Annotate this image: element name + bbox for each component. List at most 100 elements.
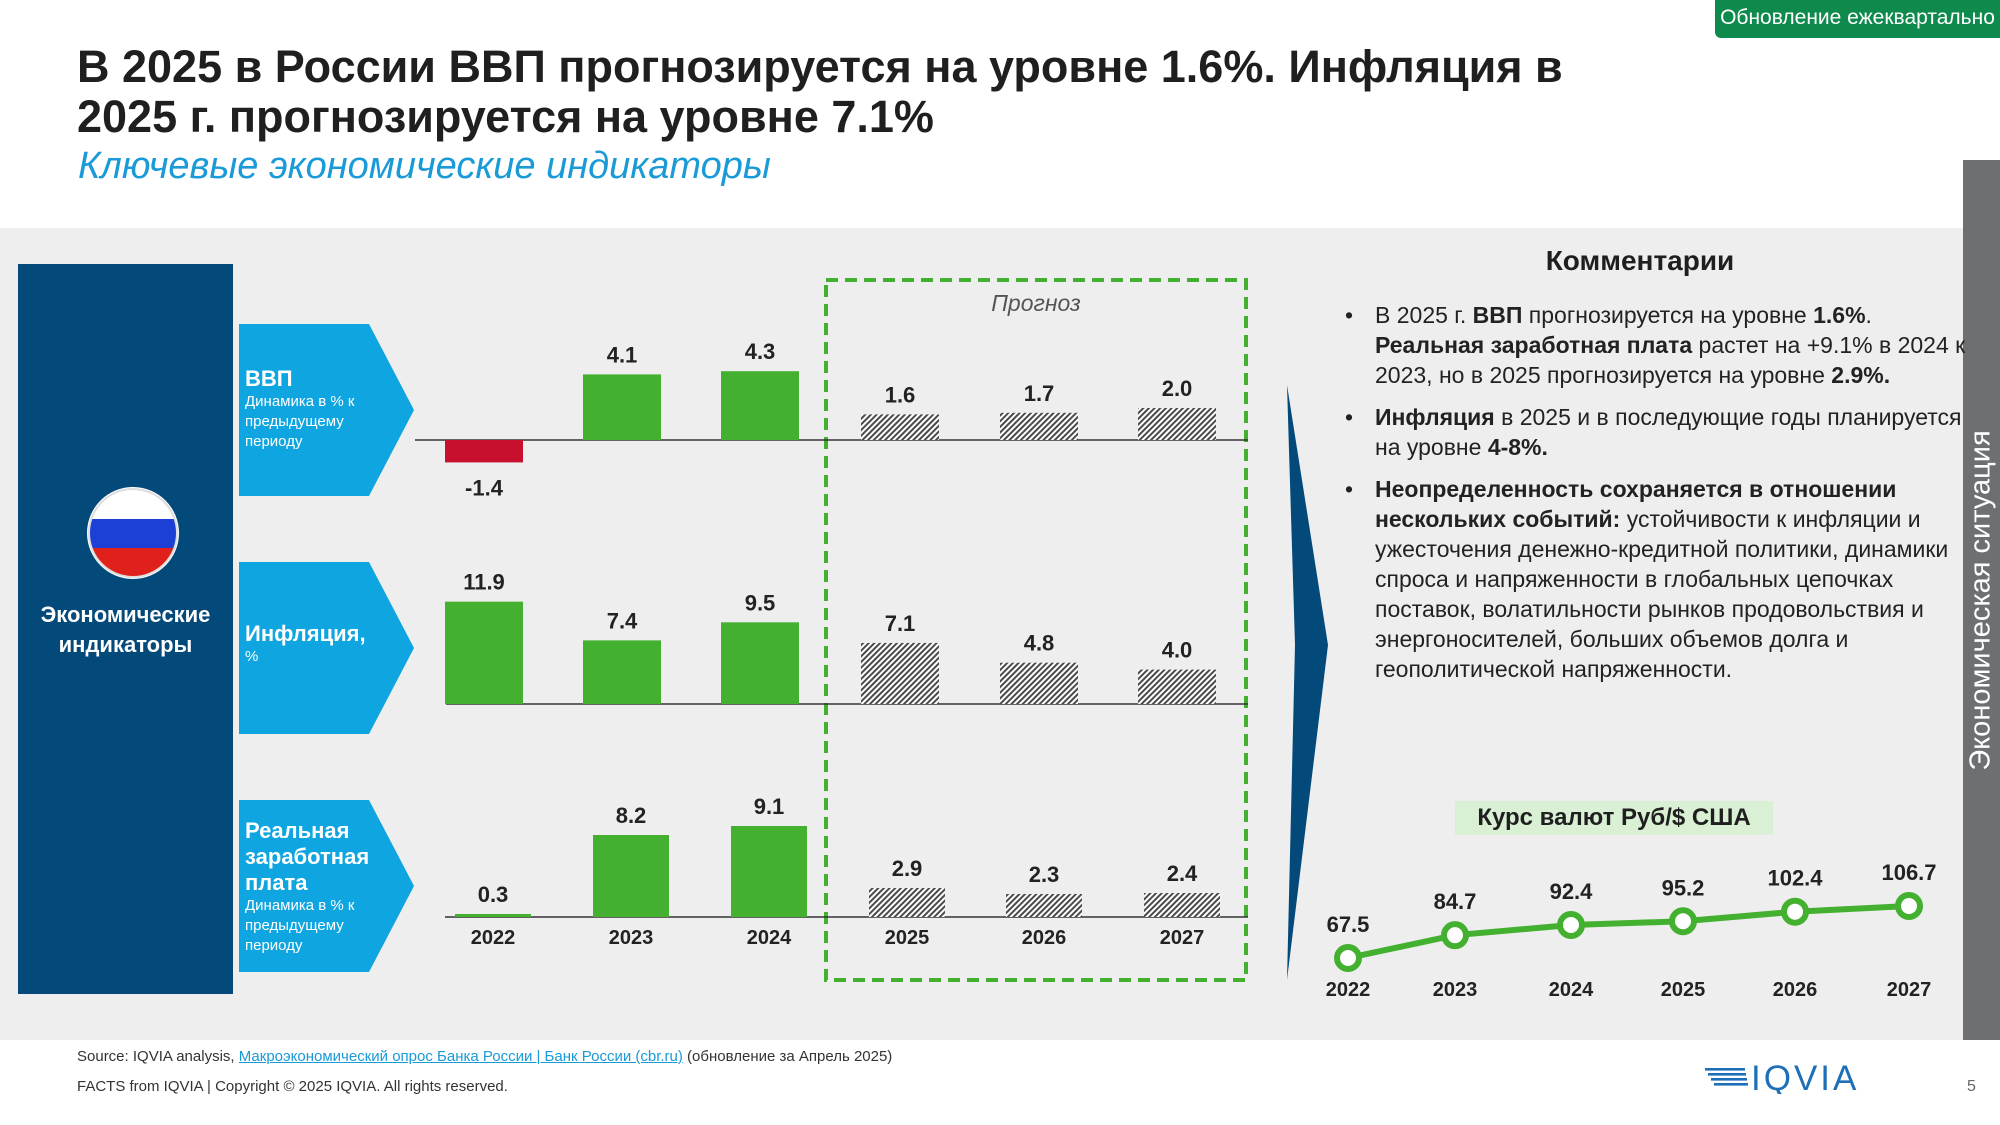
fx-value-label: 84.7 (1434, 889, 1477, 914)
wages-bar-2022 (455, 914, 531, 917)
fx-point-2023 (1441, 921, 1469, 950)
fx-value-label: 67.5 (1327, 912, 1370, 937)
wages-value-label: 8.2 (616, 803, 647, 828)
page-title: В 2025 в России ВВП прогнозируется на ур… (77, 41, 1563, 142)
update-badge: Обновление ежеквартально (1715, 0, 2000, 38)
wages-bar-2023 (593, 835, 669, 917)
comment-bullet: В 2025 г. ВВП прогнозируется на уровне 1… (1345, 300, 1985, 390)
x-tick-label: 2022 (471, 927, 516, 949)
fx-point-2026 (1781, 897, 1809, 926)
fx-chart-title: Курс валют Руб/$ США (1455, 801, 1773, 835)
gdp-subtitle: Динамика в % к предыдущему периоду (245, 393, 355, 450)
gdp-chevron (239, 324, 414, 496)
comment-text: прогнозируется на уровне (1522, 302, 1814, 328)
inflation-value-label: 11.9 (463, 570, 505, 595)
indicators-panel (18, 264, 233, 994)
inflation-bar-2026 (1000, 662, 1078, 704)
fx-x-tick-label: 2025 (1661, 979, 1706, 1001)
fx-value-label: 95.2 (1662, 875, 1705, 900)
gdp-value-label: -1.4 (465, 475, 504, 500)
inflation-subtitle: % (245, 648, 259, 665)
fx-point-2022 (1334, 944, 1362, 972)
logo-text: IQVIA (1751, 1060, 1859, 1094)
x-tick-label: 2026 (1022, 927, 1067, 949)
inflation-bar-2022 (445, 601, 523, 704)
inflation-value-label: 7.4 (607, 608, 638, 633)
iqvia-logo: IQVIA (1705, 1060, 1859, 1094)
wages-subtitle: Динамика в % к предыдущему периоду (245, 897, 355, 954)
comment-text: 1.6% (1813, 302, 1866, 328)
wages-value-label: 2.4 (1167, 861, 1198, 886)
inflation-bar-2027 (1138, 669, 1216, 704)
comment-text: 4-8%. (1487, 434, 1548, 460)
comments-list: В 2025 г. ВВП прогнозируется на уровне 1… (1335, 300, 1985, 696)
source-link[interactable]: Макроэкономический опрос Банка России | … (238, 1048, 683, 1065)
comment-text: . (1865, 302, 1872, 328)
comment-text: ВВП (1472, 302, 1523, 328)
source-prefix: Source: IQVIA analysis, (77, 1048, 239, 1065)
fx-value-label: 106.7 (1881, 860, 1936, 885)
x-tick-label: 2024 (747, 927, 792, 949)
comment-text: в 2025 и в последующие годы планируется … (1375, 404, 1962, 460)
source-note: Source: IQVIA analysis, Макроэкономическ… (77, 1048, 892, 1065)
fx-x-tick-label: 2026 (1773, 979, 1818, 1001)
copyright: FACTS from IQVIA | Copyright © 2025 IQVI… (77, 1078, 508, 1095)
transition-arrow (1287, 385, 1328, 980)
wages-bar-2027 (1144, 893, 1220, 917)
fx-x-tick-label: 2027 (1887, 979, 1932, 1001)
inflation-bar-2024 (721, 622, 799, 704)
indicators-label: Экономические индикаторы (40, 602, 211, 657)
gdp-value-label: 1.7 (1024, 381, 1055, 406)
inflation-value-label: 4.0 (1162, 638, 1193, 663)
comment-text: В 2025 г. (1375, 302, 1473, 328)
comment-bullet: Инфляция в 2025 и в последующие годы пла… (1345, 402, 1985, 462)
fx-value-label: 92.4 (1550, 879, 1594, 904)
inflation-title: Инфляция, (245, 621, 366, 646)
inflation-bar-2023 (583, 640, 661, 704)
wages-chevron-text: Реальная заработная плата Динамика в % к… (245, 818, 380, 956)
wages-bar-2026 (1006, 894, 1082, 917)
gdp-bar-2022 (445, 440, 523, 463)
comment-text: 2.9%. (1831, 362, 1891, 388)
comment-text: Неопределенность сохраняется в отношении… (1375, 476, 1897, 532)
wages-value-label: 0.3 (478, 882, 509, 907)
gdp-title: ВВП (245, 366, 293, 391)
x-tick-label: 2025 (885, 927, 930, 949)
page-number: 5 (1967, 1078, 1976, 1095)
russia-flag-icon (87, 487, 179, 579)
inflation-bar-2025 (861, 642, 939, 704)
gdp-bar-2027 (1138, 408, 1216, 440)
inflation-value-label: 9.5 (745, 590, 776, 615)
fx-x-tick-label: 2024 (1549, 979, 1594, 1001)
gdp-value-label: 4.1 (607, 342, 638, 367)
comment-bullet: Неопределенность сохраняется в отношении… (1345, 474, 1985, 684)
inflation-chevron (239, 562, 414, 734)
wages-value-label: 2.9 (892, 856, 923, 881)
comment-text: Реальная заработная плата (1375, 332, 1693, 358)
gdp-bar-2025 (861, 414, 939, 440)
gdp-value-label: 4.3 (745, 339, 776, 364)
inflation-value-label: 4.8 (1024, 631, 1055, 656)
gdp-chevron-text: ВВП Динамика в % к предыдущему периоду (245, 366, 380, 452)
wages-value-label: 9.1 (754, 794, 785, 819)
wages-chevron (239, 800, 414, 972)
wages-title: Реальная заработная плата (245, 818, 370, 895)
inflation-value-label: 7.1 (885, 611, 916, 636)
comments-title: Комментарии (1545, 245, 1735, 276)
fx-value-label: 102.4 (1767, 866, 1823, 891)
fx-point-2025 (1669, 907, 1697, 936)
wages-bar-2024 (731, 826, 807, 917)
fx-point-2027 (1895, 892, 1923, 920)
comment-text: растет на +9.1% в 2024 к 2023, но в 2025… (1375, 332, 1966, 388)
fx-line (1347, 903, 1910, 961)
comment-text: Инфляция (1375, 404, 1495, 430)
comment-text: устойчивости к инфляции и ужесточения де… (1375, 506, 1949, 682)
x-tick-label: 2023 (609, 927, 654, 949)
inflation-chevron-text: Инфляция, % (245, 621, 380, 667)
page-subtitle: Ключевые экономические индикаторы (78, 145, 771, 187)
x-tick-label: 2027 (1160, 927, 1205, 949)
wages-bar-2025 (869, 888, 945, 917)
forecast-label: Прогноз (991, 290, 1081, 316)
gdp-value-label: 2.0 (1162, 376, 1193, 401)
